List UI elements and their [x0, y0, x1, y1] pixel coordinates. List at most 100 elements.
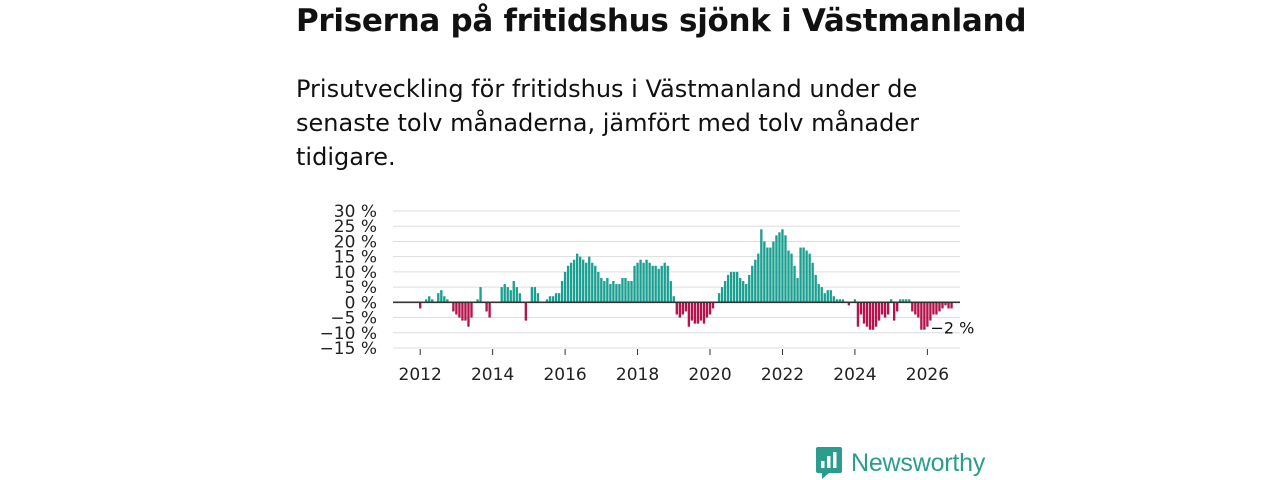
- bar: [862, 302, 866, 324]
- bar: [669, 281, 672, 303]
- bar: [929, 302, 932, 321]
- bar: [618, 284, 621, 303]
- bar: [938, 302, 941, 312]
- bar: [781, 229, 784, 303]
- x-tick-label: 2018: [616, 365, 659, 385]
- bar: [579, 256, 582, 303]
- bar: [485, 302, 488, 312]
- x-tick-label: 2022: [761, 365, 804, 385]
- newsworthy-logo-icon: [816, 447, 842, 479]
- bar: [763, 241, 766, 303]
- bar: [612, 281, 615, 303]
- bar: [666, 265, 669, 303]
- bar: [488, 302, 491, 318]
- bar: [582, 259, 585, 303]
- bar: [512, 281, 515, 303]
- bar: [905, 299, 908, 303]
- bar: [545, 299, 549, 303]
- bar: [572, 259, 576, 303]
- bar: [503, 284, 506, 303]
- bar: [766, 247, 769, 303]
- x-axis: 2012 2014 2016 2018 2020 2022 2024 2026: [399, 349, 949, 385]
- bar: [914, 302, 917, 315]
- bars: [419, 229, 953, 330]
- bar: [648, 262, 651, 303]
- bar: [630, 281, 633, 303]
- bar: [569, 262, 573, 303]
- bar: [663, 262, 666, 303]
- bar: [615, 284, 618, 303]
- bar: [736, 271, 739, 303]
- bar: [591, 262, 594, 303]
- bar: [452, 302, 455, 312]
- bar: [467, 302, 470, 327]
- bar: [796, 277, 799, 303]
- bar: [554, 293, 558, 303]
- bar: [760, 229, 763, 303]
- bar: [917, 302, 920, 318]
- bar: [838, 299, 842, 303]
- bar: [515, 287, 518, 303]
- bar: [660, 265, 663, 303]
- bar: [745, 284, 748, 303]
- bar: [811, 262, 814, 303]
- bar: [911, 302, 914, 312]
- gridlines: [393, 210, 960, 349]
- bar: [868, 302, 872, 330]
- y-tick-label: 25 %: [334, 217, 377, 237]
- bar: [769, 247, 772, 303]
- bar: [899, 299, 902, 303]
- bar: [787, 250, 790, 303]
- x-tick-label: 2014: [471, 365, 514, 385]
- bar: [723, 281, 727, 303]
- bar: [557, 293, 561, 303]
- bar: [829, 290, 832, 303]
- bar: [757, 253, 760, 303]
- bar: [802, 247, 805, 303]
- bar: [603, 281, 606, 303]
- bar: [443, 296, 446, 303]
- bar: [717, 293, 721, 303]
- bar: [585, 262, 588, 303]
- bar: [440, 290, 443, 303]
- bar: [696, 302, 700, 324]
- bar: [636, 262, 639, 303]
- bar: [847, 302, 851, 306]
- bar: [920, 302, 923, 330]
- bar: [654, 265, 657, 303]
- bar: [708, 302, 712, 315]
- bar: [425, 299, 428, 303]
- x-tick-label: 2012: [399, 365, 442, 385]
- bar: [889, 299, 893, 303]
- bar: [865, 302, 869, 327]
- x-tick-label: 2016: [543, 365, 586, 385]
- bar: [826, 290, 829, 303]
- bar: [729, 271, 733, 303]
- bar: [893, 302, 896, 321]
- bar: [856, 302, 860, 327]
- bar: [509, 290, 512, 303]
- bar: [732, 271, 736, 303]
- bar: [624, 277, 627, 303]
- bar: [932, 302, 935, 315]
- bar: [437, 293, 440, 303]
- bar: [790, 253, 793, 303]
- bar: [823, 293, 826, 303]
- bar: [853, 299, 857, 303]
- bar: [594, 265, 597, 303]
- bar: [476, 299, 479, 303]
- bar: [506, 287, 509, 303]
- bar: [835, 299, 838, 303]
- bar: [524, 302, 528, 321]
- bar: [633, 265, 636, 303]
- bar: [926, 302, 929, 327]
- chart-subtitle: Prisutveckling för fritidshus i Västmanl…: [296, 75, 919, 171]
- bar: [548, 296, 552, 303]
- bar: [742, 281, 745, 303]
- y-tick-label: 5 %: [345, 278, 377, 298]
- x-tick-label: 2020: [688, 365, 731, 385]
- bar: [563, 271, 567, 303]
- bar: [678, 302, 681, 318]
- bar: [675, 302, 678, 315]
- bar: [693, 302, 697, 324]
